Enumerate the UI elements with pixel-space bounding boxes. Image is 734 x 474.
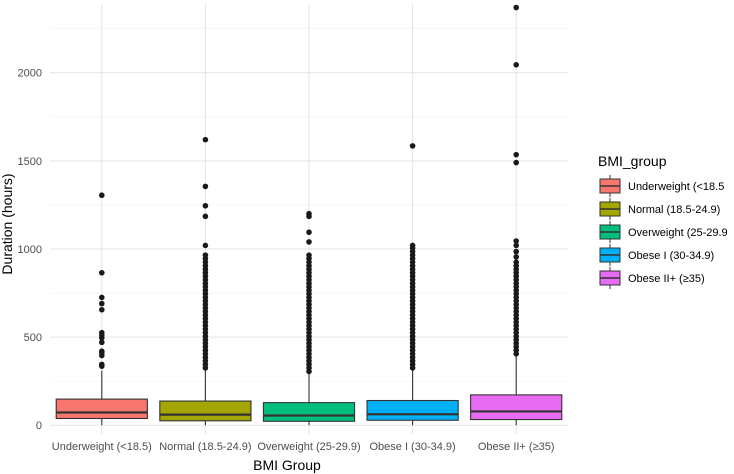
outlier-point [513, 351, 519, 357]
box-group [262, 210, 356, 426]
box-group [55, 192, 148, 426]
outlier-point [99, 300, 105, 307]
outlier-point [99, 352, 105, 359]
outlier-point [99, 269, 105, 276]
x-tick-label: Overweight (25-29.9) [257, 441, 360, 453]
legend-label: Underweight (<18.5 [628, 181, 724, 193]
legend-label: Overweight (25-29.9 [628, 227, 728, 239]
y-tick-label: 1000 [18, 244, 42, 256]
outlier-point [99, 335, 105, 341]
outlier-point [513, 248, 519, 255]
x-tick-label: Normal (18.5-24.9) [159, 441, 251, 453]
outlier-point [99, 363, 105, 369]
y-tick-label: 0 [36, 420, 42, 432]
outlier-point [513, 254, 519, 260]
y-tick-label: 2000 [18, 68, 42, 80]
outlier-point [99, 306, 105, 313]
y-tick-label: 1500 [18, 156, 42, 168]
outlier-point [202, 183, 209, 190]
outlier-point [202, 202, 209, 209]
x-tick-label: Obese II+ (≥35) [478, 441, 555, 453]
legend-title: BMI_group [598, 153, 667, 169]
y-axis-title: Duration (hours) [0, 173, 15, 274]
outlier-point [202, 213, 209, 220]
outlier-point [306, 368, 312, 375]
legend-item: Overweight (25-29.9 [599, 221, 728, 243]
y-tick-label: 500 [24, 332, 42, 344]
box [366, 399, 459, 421]
x-tick-label: Underweight (<18.5) [52, 441, 152, 453]
legend-label: Obese I (30-34.9) [628, 250, 714, 262]
outlier-point [306, 213, 312, 220]
outlier-point [513, 242, 519, 249]
outlier-point [99, 294, 105, 301]
legend-item: Obese II+ (≥35) [599, 267, 705, 289]
outlier-point [306, 229, 312, 236]
boxes [55, 4, 563, 426]
outlier-point [513, 238, 519, 244]
x-axis-ticks: Underweight (<18.5) Normal (18.5-24.9) Ove… [52, 441, 555, 453]
legend-item: Underweight (<18.5 [599, 175, 724, 197]
outlier-point [513, 151, 519, 158]
legend-item: Normal (18.5-24.9) [599, 198, 720, 220]
outlier-point [202, 136, 209, 143]
outlier-point [409, 365, 416, 371]
x-axis-title: BMI Group [253, 457, 321, 473]
box-group [159, 136, 252, 426]
outlier-point [513, 4, 519, 11]
box [159, 400, 252, 422]
legend-item: Obese I (30-34.9) [599, 244, 714, 266]
y-axis-ticks: 0 500 1000 1500 2000 [18, 68, 42, 432]
outlier-point [513, 61, 519, 68]
outlier-point [99, 192, 105, 199]
box [55, 398, 148, 420]
outlier-point [306, 239, 312, 245]
box [470, 394, 563, 421]
legend-label: Obese II+ (≥35) [628, 273, 705, 285]
outlier-point [99, 339, 105, 346]
outlier-point [513, 159, 519, 166]
outlier-point [409, 143, 416, 149]
box-group [470, 4, 563, 426]
legend: BMI_group Underweight (<18.5 Normal (18.5… [598, 153, 728, 289]
legend-label: Normal (18.5-24.9) [628, 204, 720, 216]
x-tick-label: Obese I (30-34.9) [369, 441, 455, 453]
outlier-point [202, 365, 209, 371]
box-group [366, 143, 459, 426]
box [262, 402, 356, 422]
outlier-point [202, 242, 209, 249]
